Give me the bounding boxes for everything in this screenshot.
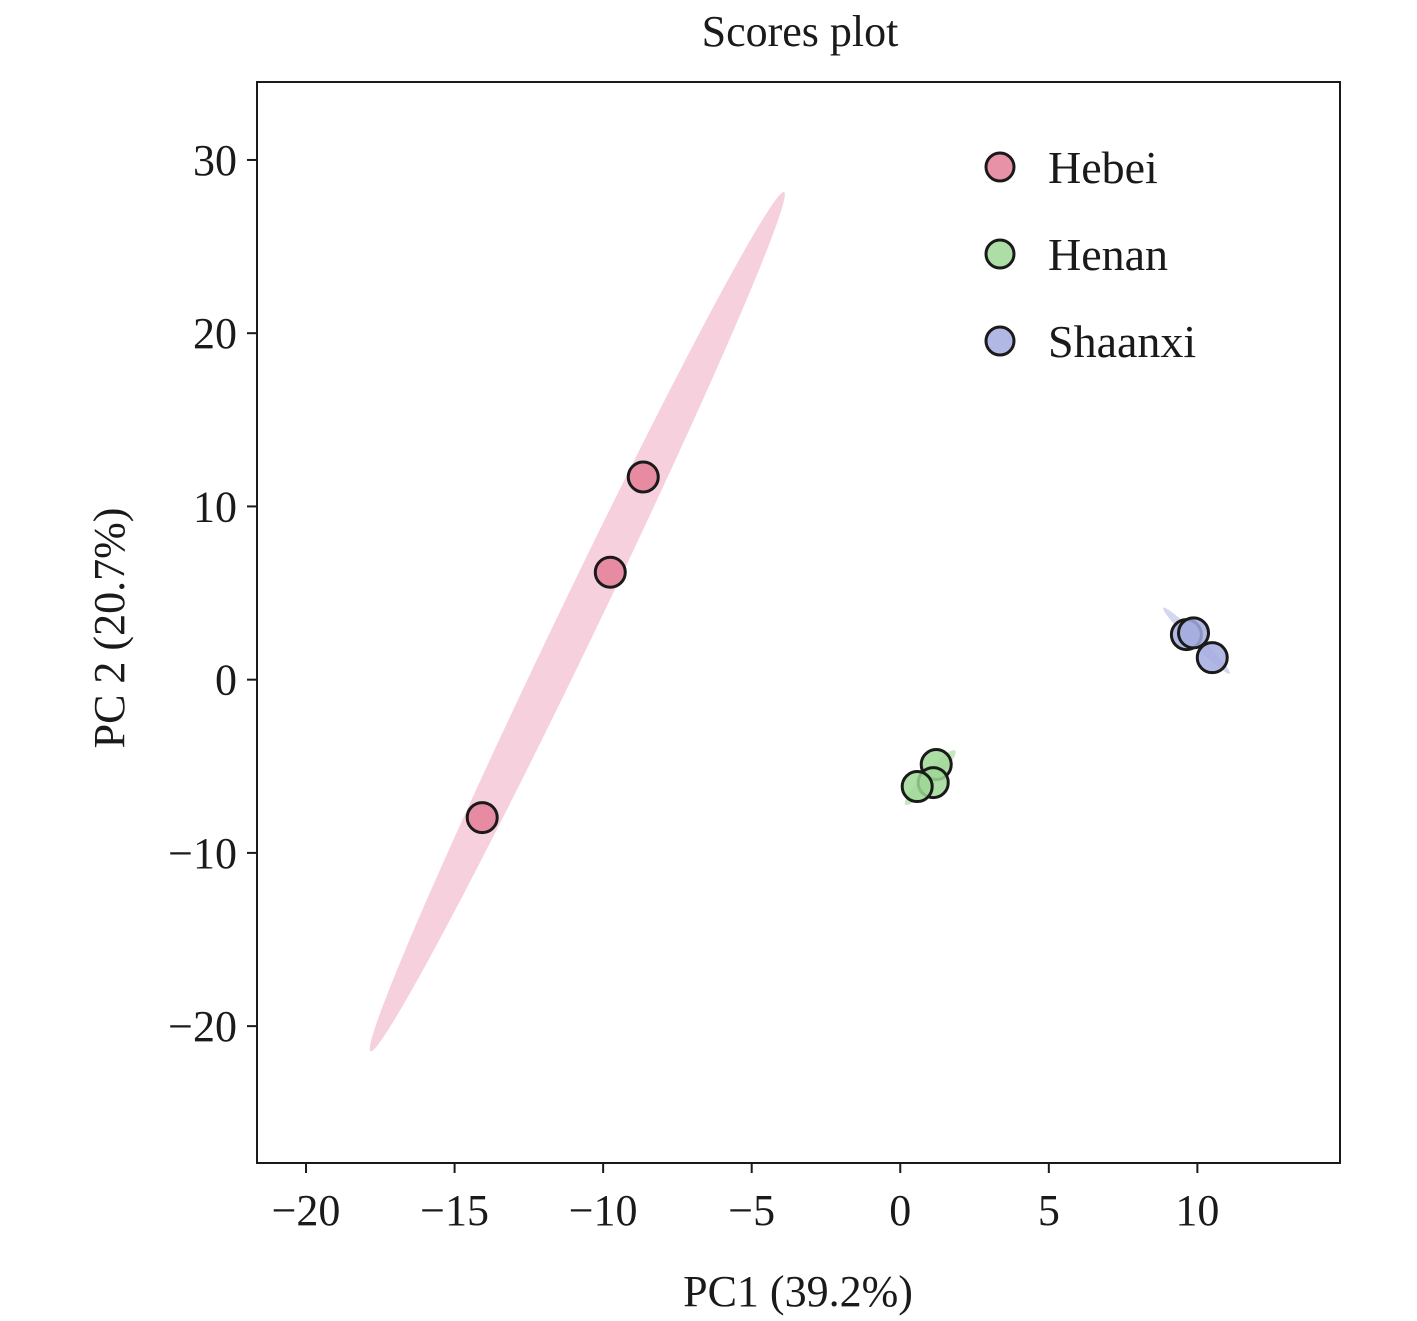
y-tick-label: −20	[168, 1002, 237, 1051]
x-tick-label: −15	[420, 1186, 489, 1235]
y-tick-label: 30	[193, 136, 237, 185]
plot-frame	[256, 81, 1341, 1164]
legend: Hebei Henan Shaanxi	[984, 142, 1196, 367]
point-shaanxi	[1177, 616, 1211, 650]
x-axis-label: PC1 (39.2%)	[683, 1267, 913, 1316]
point-hebei	[465, 801, 499, 835]
x-tick-label: 0	[889, 1186, 911, 1235]
point-hebei	[626, 460, 660, 494]
legend-marker-hebei	[984, 151, 1016, 183]
x-axis: −20 −15 −10 −5 0 5 10	[272, 1163, 1219, 1235]
x-tick-label: −10	[569, 1186, 638, 1235]
y-tick-label: −10	[168, 829, 237, 878]
point-shaanxi	[1195, 641, 1229, 675]
data-points	[465, 460, 1229, 835]
y-tick-label: 10	[193, 482, 237, 531]
x-tick-label: 5	[1038, 1186, 1060, 1235]
x-tick-label: 10	[1175, 1186, 1219, 1235]
legend-label-henan: Henan	[1048, 229, 1168, 280]
y-tick-label: 0	[215, 656, 237, 705]
x-tick-label: −20	[272, 1186, 341, 1235]
y-axis: −20 −10 0 10 20 30	[168, 136, 257, 1051]
y-axis-label: PC 2 (20.7%)	[85, 508, 134, 749]
x-tick-label: −5	[728, 1186, 775, 1235]
legend-marker-henan	[984, 238, 1016, 270]
chart-title: Scores plot	[702, 7, 899, 56]
confidence-ellipses	[369, 191, 1230, 1052]
point-hebei	[593, 555, 627, 589]
legend-label-hebei: Hebei	[1048, 142, 1158, 193]
y-tick-label: 20	[193, 309, 237, 358]
point-henan	[900, 770, 934, 804]
legend-marker-shaanxi	[984, 325, 1016, 357]
legend-label-shaanxi: Shaanxi	[1048, 316, 1196, 367]
ellipse-hebei	[369, 191, 785, 1052]
